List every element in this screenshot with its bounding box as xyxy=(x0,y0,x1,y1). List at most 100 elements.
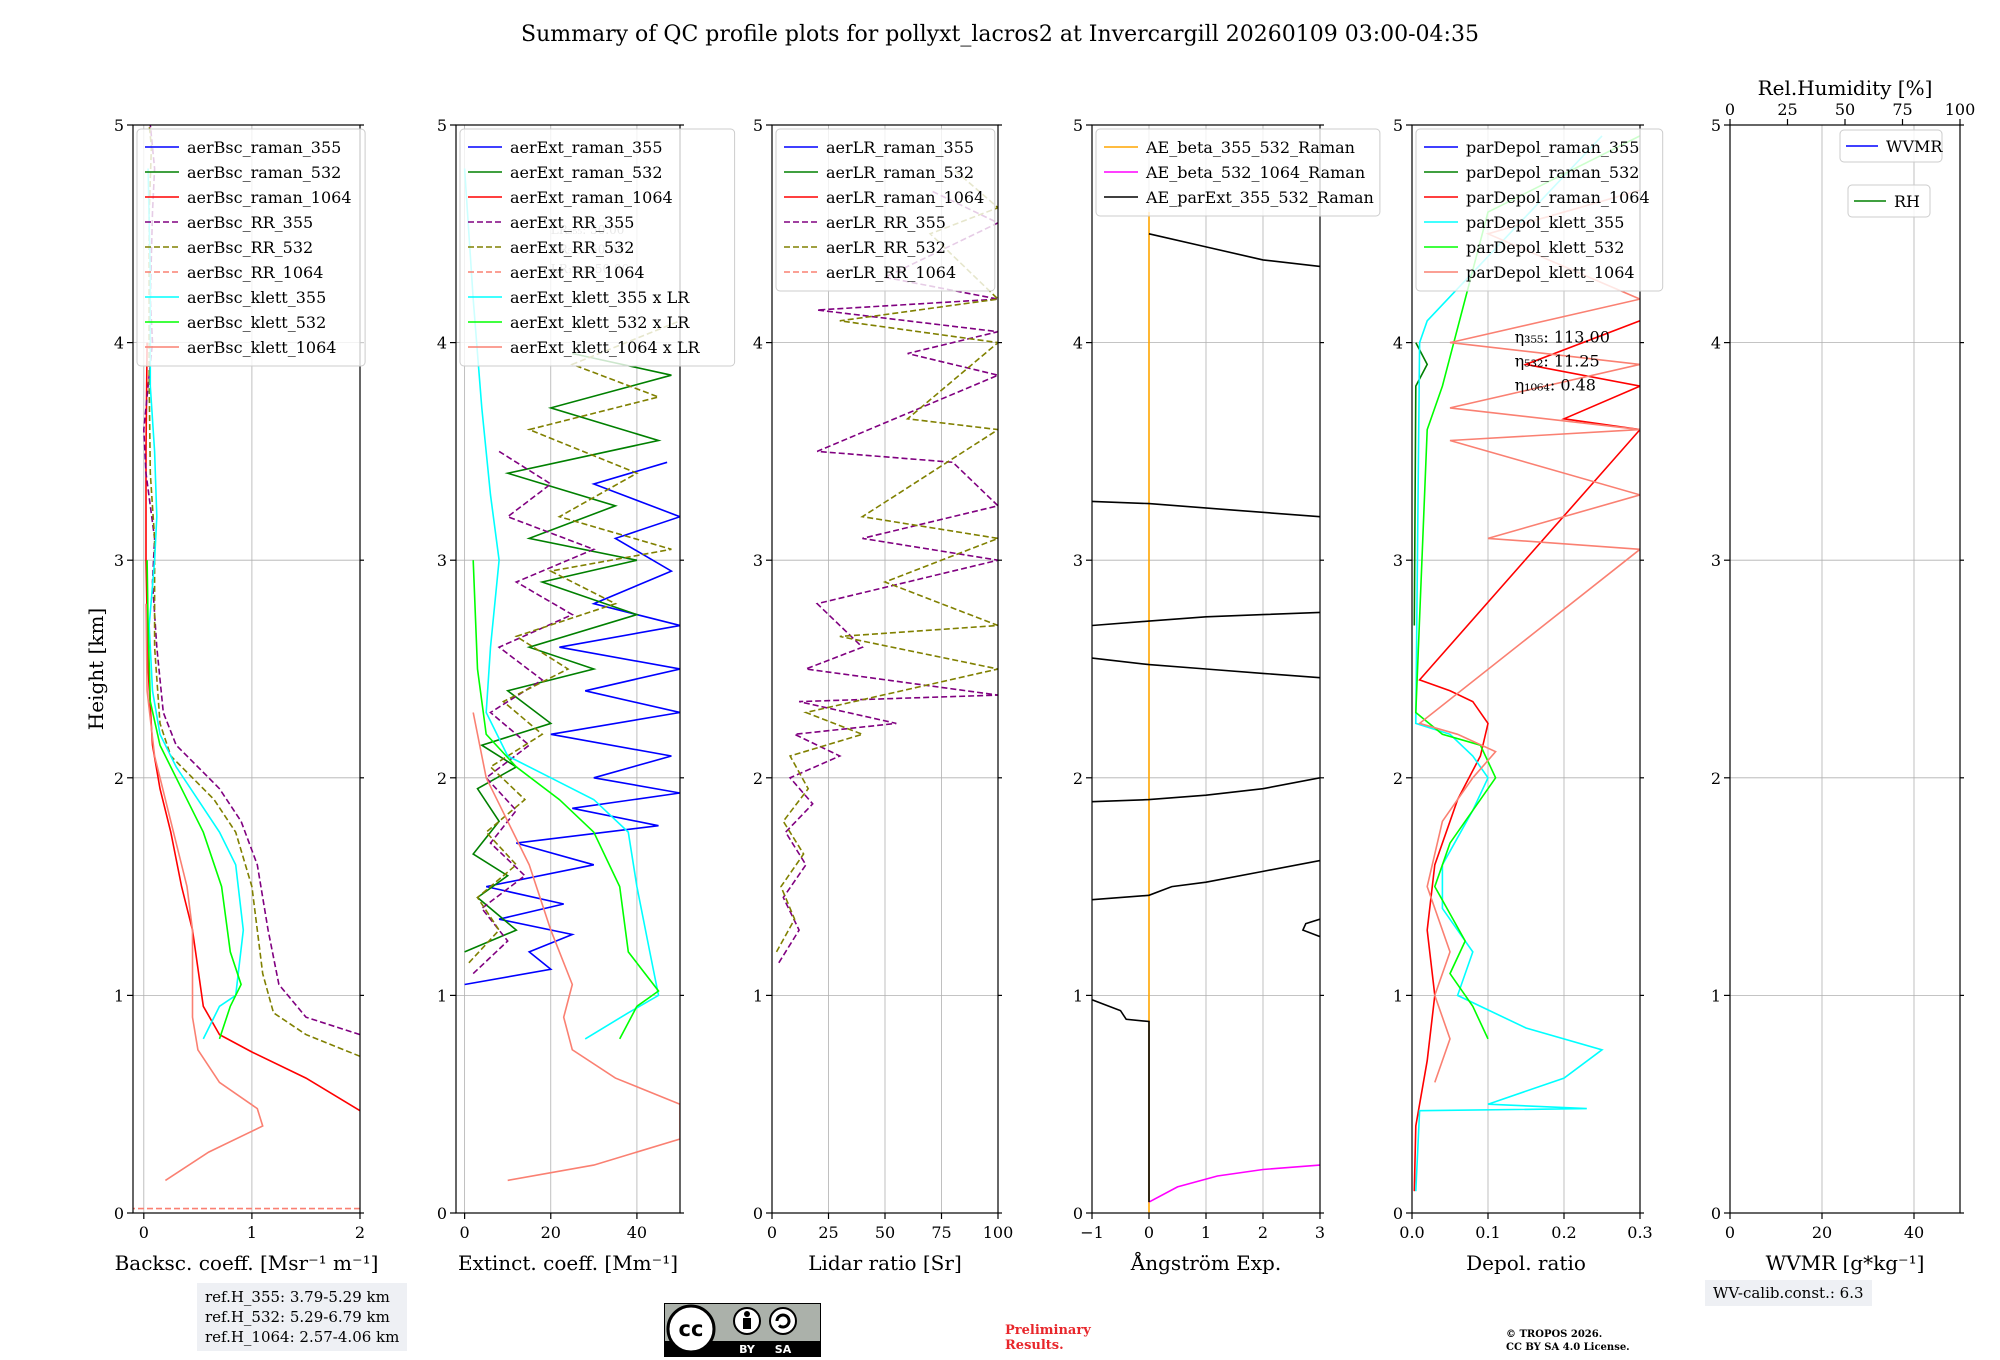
series-aerExt_raman_355 xyxy=(464,461,680,986)
x-tick-label: 40 xyxy=(627,1223,647,1242)
annotation-label: η₁₀₆₄: 0.48 xyxy=(1515,375,1596,394)
x-tick-label: 40 xyxy=(1904,1223,1924,1242)
y-tick-label: 2 xyxy=(753,769,763,788)
y-tick-label: 4 xyxy=(1711,334,1721,353)
legend-label: parDepol_raman_1064 xyxy=(1466,188,1650,207)
legend: aerLR_raman_355 aerLR_raman_532 aerLR_rama… xyxy=(775,128,996,292)
x-tick-label: 1 xyxy=(1201,1223,1211,1242)
preliminary-note: Preliminary Results. xyxy=(1005,1323,1115,1353)
by-label: BY xyxy=(739,1343,756,1356)
x-tick-label: 25 xyxy=(818,1223,838,1242)
y-tick-label: 4 xyxy=(1073,334,1083,353)
series-aerExt_raman_532 xyxy=(464,352,672,953)
x-tick-label: 0.1 xyxy=(1475,1223,1500,1242)
y-tick-label: 0 xyxy=(753,1204,763,1223)
x-tick-label: 0 xyxy=(1725,1223,1735,1242)
series-aerLR_RR_355 xyxy=(778,189,998,964)
y-tick-label: 4 xyxy=(437,334,447,353)
legend-box xyxy=(775,128,996,292)
x-tick-label: 20 xyxy=(1812,1223,1832,1242)
legend-box xyxy=(136,128,366,367)
legend-label: aerExt_RR_355 xyxy=(510,213,634,232)
x-axis-label: WVMR [g*kg⁻¹] xyxy=(1766,1251,1925,1275)
legend-label: aerLR_RR_532 xyxy=(826,238,946,257)
top-x-tick-label: 25 xyxy=(1777,100,1797,119)
y-tick-label: 4 xyxy=(753,334,763,353)
legend-box xyxy=(1847,184,1931,218)
y-tick-label: 5 xyxy=(1393,116,1403,135)
x-tick-label: 2 xyxy=(1258,1223,1268,1242)
series-ae-parext-segment xyxy=(1092,611,1320,627)
legend-label: AE_beta_532_1064_Raman xyxy=(1145,163,1365,182)
series-parDepol_raman_1064 xyxy=(1413,320,1640,1192)
x-tick-label: 20 xyxy=(541,1223,561,1242)
legend-label: aerBsc_klett_355 xyxy=(187,288,326,307)
legend-label: aerExt_RR_532 xyxy=(510,238,634,257)
panel-bsc: 0 1 2 0 1 2 3 4 5 Backsc. coeff. [Msr⁻¹ m⁻¹] Heigh… xyxy=(84,116,378,1275)
series-AE_beta_532_1064_Raman xyxy=(1148,1164,1320,1203)
axes-frame xyxy=(1729,124,1961,1214)
y-axis-label: Height [km] xyxy=(84,608,108,730)
series-group xyxy=(775,167,998,964)
copyright-note: © TROPOS 2026. CC BY SA 4.0 License. xyxy=(1506,1328,1630,1354)
x-tick-label: 0.0 xyxy=(1399,1223,1424,1242)
cc-license-badge: cc BY SA xyxy=(664,1303,821,1357)
y-tick-label: 3 xyxy=(1711,551,1721,570)
y-tick-label: 1 xyxy=(114,986,124,1005)
figure-title: Summary of QC profile plots for pollyxt_… xyxy=(521,22,1479,47)
legend-label: aerExt_RR_1064 xyxy=(510,263,645,282)
legend-label: parDepol_klett_355 xyxy=(1466,213,1624,232)
copyright-line-1: © TROPOS 2026. xyxy=(1506,1329,1603,1340)
legend-label: aerBsc_klett_1064 xyxy=(187,338,336,357)
x-tick-label: −1 xyxy=(1080,1223,1104,1242)
x-axis-label: Ångström Exp. xyxy=(1130,1250,1281,1275)
sa-label: SA xyxy=(775,1343,792,1356)
top-x-tick-label: 0 xyxy=(1725,100,1735,119)
series-ae-parext-segment xyxy=(1092,657,1320,679)
x-tick-label: 3 xyxy=(1315,1223,1325,1242)
y-tick-label: 4 xyxy=(114,334,124,353)
y-tick-label: 5 xyxy=(1073,116,1083,135)
legend-label: aerBsc_RR_1064 xyxy=(187,263,323,282)
x-axis-label: Depol. ratio xyxy=(1466,1251,1586,1275)
x-tick-label: 2 xyxy=(355,1223,365,1242)
share-alike-icon xyxy=(769,1307,797,1335)
legend-label: AE_beta_355_532_Raman xyxy=(1145,138,1355,157)
y-tick-label: 3 xyxy=(437,551,447,570)
legend-label: aerBsc_raman_1064 xyxy=(187,188,352,207)
top-x-tick-label: 50 xyxy=(1835,100,1855,119)
y-tick-label: 5 xyxy=(114,116,124,135)
legend-label: WVMR xyxy=(1886,137,1943,156)
legend-label: AE_parExt_355_532_Raman xyxy=(1145,188,1374,207)
series-aerExt_RR_532 xyxy=(468,320,680,964)
legend: aerBsc_raman_355 aerBsc_raman_532 aerBsc_r… xyxy=(136,128,366,367)
legend-label: aerLR_RR_1064 xyxy=(826,263,956,282)
legend-label: parDepol_klett_1064 xyxy=(1466,263,1635,282)
y-tick-label: 1 xyxy=(437,986,447,1005)
legend-label: aerLR_raman_355 xyxy=(826,138,974,157)
legend-label: aerBsc_raman_532 xyxy=(187,163,341,182)
y-tick-label: 2 xyxy=(1393,769,1403,788)
legend-label: aerExt_klett_355 x LR xyxy=(510,288,690,307)
legend: AE_beta_355_532_Raman AE_beta_532_1064_Ra… xyxy=(1095,128,1381,217)
x-tick-label: 0 xyxy=(767,1223,777,1242)
series-aerExt_klett_532 x LR xyxy=(472,560,660,1040)
legend: parDepol_raman_355 parDepol_raman_532 parD… xyxy=(1415,128,1664,292)
y-tick-label: 1 xyxy=(1073,986,1083,1005)
x-tick-label: 100 xyxy=(983,1223,1014,1242)
top-x-tick-label: 75 xyxy=(1892,100,1912,119)
legend-label: aerExt_klett_1064 x LR xyxy=(510,338,700,357)
legend-label: parDepol_klett_532 xyxy=(1466,238,1624,257)
y-tick-label: 2 xyxy=(437,769,447,788)
copyright-line-2: CC BY SA 4.0 License. xyxy=(1506,1342,1630,1353)
series-aerExt_klett_355 x LR xyxy=(463,168,660,1040)
y-tick-label: 5 xyxy=(1711,116,1721,135)
series-aerBsc_klett_355 xyxy=(147,168,245,1040)
x-tick-label: 0 xyxy=(460,1223,470,1242)
legend-label: aerLR_raman_1064 xyxy=(826,188,984,207)
y-tick-label: 1 xyxy=(753,986,763,1005)
legend-label: aerBsc_klett_532 xyxy=(187,313,326,332)
ref-height-532: ref.H_532: 5.29-6.79 km xyxy=(205,1308,390,1326)
